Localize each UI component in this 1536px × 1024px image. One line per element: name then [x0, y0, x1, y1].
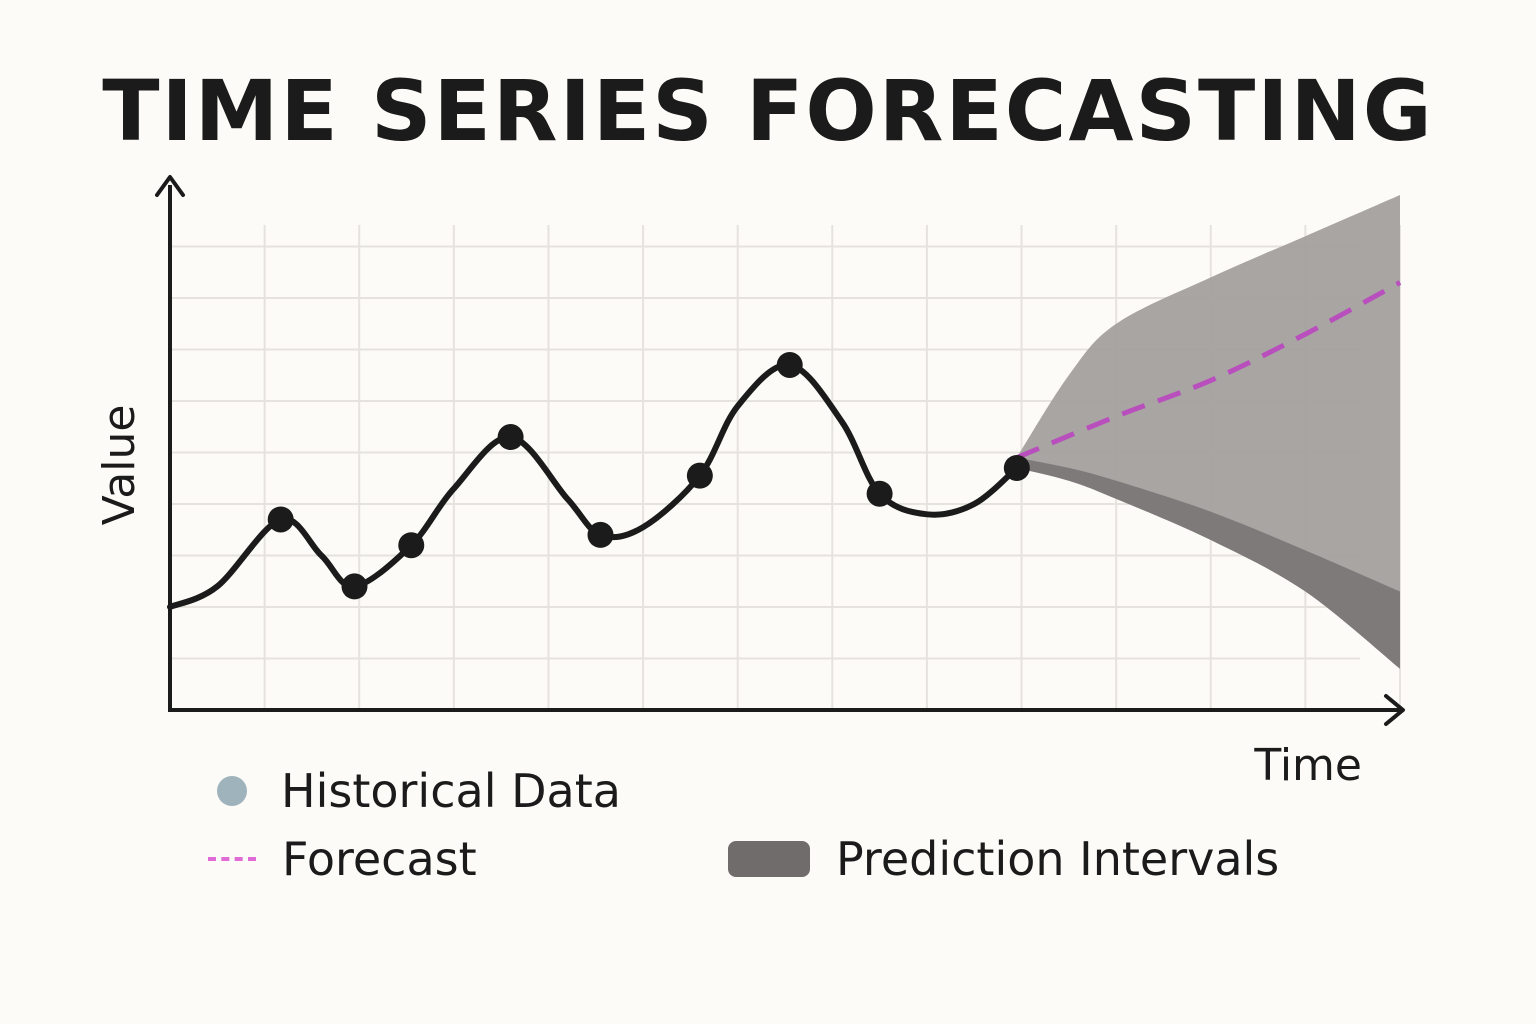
legend-historical-dot-icon	[217, 776, 247, 806]
y-axis-arrow-icon	[155, 175, 185, 197]
prediction-interval-bands	[1016, 195, 1400, 669]
y-axis-label: Value	[94, 405, 145, 526]
prediction-interval-inner-band	[1016, 457, 1400, 669]
legend-prediction-swatch-icon	[728, 841, 810, 877]
legend-historical-label: Historical Data	[281, 764, 621, 818]
legend-prediction-intervals: Prediction Intervals	[728, 832, 1279, 886]
legend-prediction-label: Prediction Intervals	[836, 832, 1280, 886]
historical-point	[1003, 454, 1030, 481]
legend-historical: Historical Data	[217, 764, 621, 818]
historical-point	[776, 351, 803, 378]
historical-point	[686, 462, 713, 489]
legend-forecast-label: Forecast	[282, 832, 477, 886]
legend-forecast: Forecast	[208, 832, 477, 886]
historical-point	[587, 521, 614, 548]
historical-points	[267, 351, 1030, 600]
axes: Time Value	[94, 175, 1405, 791]
historical-point	[267, 506, 294, 533]
historical-point	[341, 573, 368, 600]
historical-point	[497, 424, 524, 451]
x-axis-label: Time	[1253, 740, 1362, 791]
historical-point	[398, 532, 425, 559]
historical-point	[866, 480, 893, 507]
x-axis-arrow-icon	[1384, 694, 1405, 726]
chart-title: TIME SERIES FORECASTING	[102, 62, 1434, 160]
forecast-line	[1015, 280, 1402, 460]
legend-forecast-dash-icon	[208, 857, 256, 861]
